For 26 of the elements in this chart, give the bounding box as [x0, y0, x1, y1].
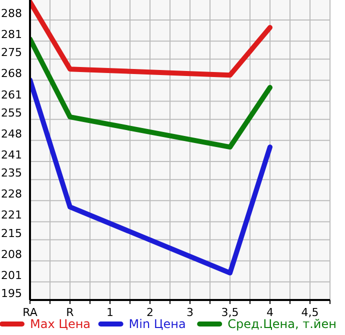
x-tick-label: RA [22, 306, 38, 319]
y-tick-label: 221 [1, 208, 22, 222]
y-tick-label: 288 [1, 6, 22, 20]
x-tick-label: 4 [266, 306, 274, 319]
y-tick-label: 281 [1, 28, 22, 42]
y-tick-label: 261 [1, 88, 22, 102]
y-tick-label: 241 [1, 148, 22, 162]
legend-label: Max Цена [30, 317, 91, 331]
y-tick-label: 255 [1, 106, 22, 120]
y-tick-label: 228 [1, 188, 22, 201]
y-tick-label: 215 [1, 226, 22, 240]
y-tick-label: 195 [1, 287, 22, 300]
x-tick-label: 3,5 [221, 306, 239, 319]
y-tick-label: 235 [1, 166, 22, 180]
y-tick-label: 208 [1, 248, 22, 261]
x-tick-label: R [66, 306, 74, 319]
y-tick-label: 201 [1, 268, 22, 282]
x-tick-label: 3 [186, 306, 194, 319]
x-tick-label: 2 [146, 306, 154, 319]
y-tick-label: 275 [1, 46, 22, 60]
y-tick-label: 268 [1, 67, 22, 80]
legend-label: Min Цена [128, 317, 186, 331]
legend-label: Сред.Цена, т.йен [228, 317, 336, 331]
y-tick-label: 248 [1, 127, 22, 140]
x-tick-label: 4,5 [301, 306, 319, 319]
x-tick-label: 1 [106, 306, 114, 319]
